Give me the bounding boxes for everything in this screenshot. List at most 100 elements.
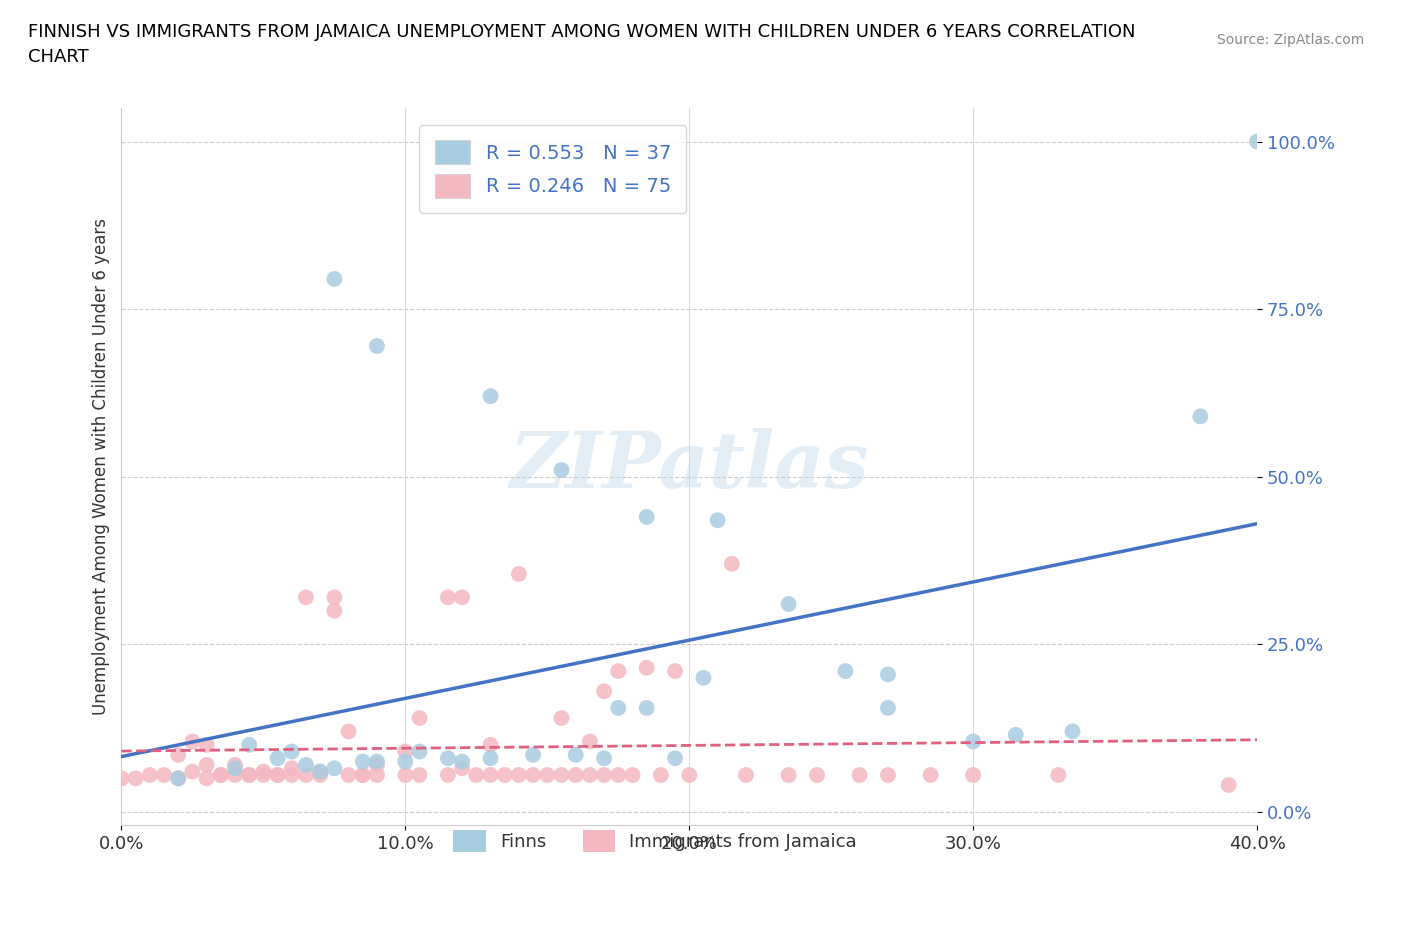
Point [721,556,744,571]
Point [550,767,572,782]
Point [778,767,800,782]
Point [309,767,332,782]
Point [1047,767,1070,782]
Point [607,767,630,782]
Point [877,700,900,715]
Point [877,667,900,682]
Point [252,767,274,782]
Point [252,764,274,779]
Y-axis label: Unemployment Among Women with Children Under 6 years: Unemployment Among Women with Children U… [93,219,110,715]
Point [266,767,288,782]
Point [451,590,474,604]
Point [195,771,218,786]
Point [962,734,984,749]
Point [295,590,318,604]
Point [522,748,544,763]
Point [494,767,516,782]
Legend: Finns, Immigrants from Jamaica: Finns, Immigrants from Jamaica [446,823,865,859]
Point [167,771,190,786]
Point [778,597,800,612]
Point [1004,727,1026,742]
Point [139,767,162,782]
Point [238,767,260,782]
Point [281,761,304,776]
Point [706,512,728,527]
Point [266,767,288,782]
Point [309,764,332,779]
Point [579,734,602,749]
Point [110,771,132,786]
Point [394,744,416,759]
Point [593,684,616,698]
Point [153,767,176,782]
Point [920,767,942,782]
Point [437,767,460,782]
Point [607,700,630,715]
Point [309,764,332,779]
Point [181,764,204,779]
Point [1189,409,1212,424]
Point [479,389,502,404]
Point [224,758,246,773]
Text: ZIPatlas: ZIPatlas [509,429,869,505]
Point [564,767,586,782]
Point [664,751,686,765]
Point [366,339,388,353]
Point [337,724,360,738]
Point [195,758,218,773]
Point [295,758,318,773]
Point [408,744,430,759]
Point [1218,777,1240,792]
Point [366,758,388,773]
Point [451,754,474,769]
Point [465,767,488,782]
Point [394,767,416,782]
Point [1062,724,1084,738]
Point [195,737,218,752]
Point [848,767,870,782]
Point [408,767,430,782]
Point [678,767,700,782]
Point [564,748,586,763]
Point [181,734,204,749]
Point [877,767,900,782]
Point [522,767,544,782]
Point [834,664,856,679]
Point [508,566,530,581]
Point [352,754,374,769]
Point [479,767,502,782]
Point [550,711,572,725]
Point [650,767,672,782]
Point [323,604,346,618]
Point [281,744,304,759]
Point [323,761,346,776]
Point [266,751,288,765]
Point [394,754,416,769]
Point [437,751,460,765]
Point [281,767,304,782]
Point [664,664,686,679]
Point [536,767,558,782]
Point [167,748,190,763]
Point [224,761,246,776]
Point [323,272,346,286]
Point [962,767,984,782]
Point [636,510,658,525]
Point [636,700,658,715]
Point [636,660,658,675]
Point [692,671,714,685]
Point [579,767,602,782]
Point [209,767,232,782]
Point [352,767,374,782]
Point [337,767,360,782]
Point [607,664,630,679]
Point [167,771,190,786]
Point [366,767,388,782]
Text: FINNISH VS IMMIGRANTS FROM JAMAICA UNEMPLOYMENT AMONG WOMEN WITH CHILDREN UNDER : FINNISH VS IMMIGRANTS FROM JAMAICA UNEMP… [28,23,1136,66]
Text: Source: ZipAtlas.com: Source: ZipAtlas.com [1216,33,1364,46]
Point [1246,134,1268,149]
Point [352,767,374,782]
Point [224,767,246,782]
Point [238,737,260,752]
Point [479,751,502,765]
